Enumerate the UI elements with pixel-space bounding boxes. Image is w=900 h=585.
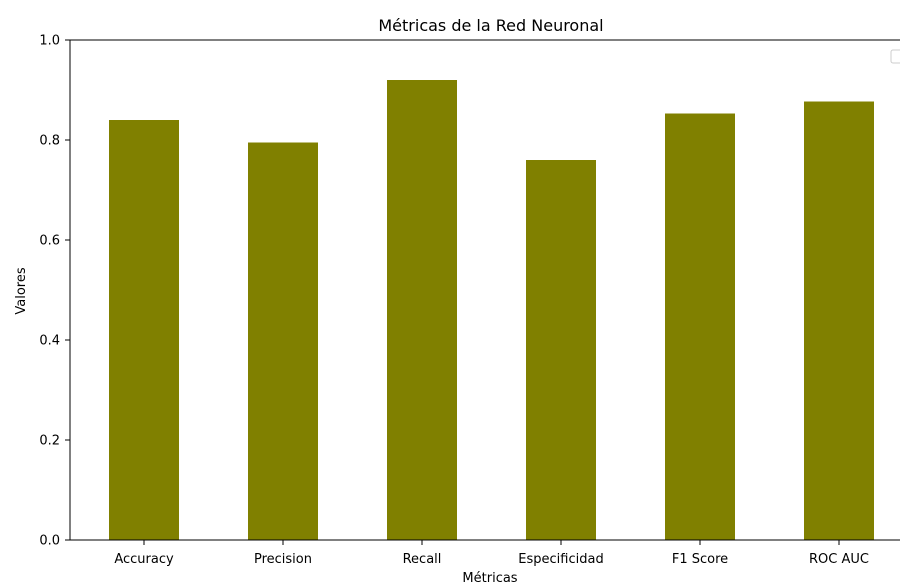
y-tick-label: 0.8 [39,134,60,149]
y-tick-label: 0.0 [39,534,60,549]
bar-f1-score [665,113,735,540]
y-tick-label: 1.0 [39,34,60,49]
bars [109,80,874,540]
y-tick-label: 0.4 [39,334,60,349]
bar-especificidad [526,160,596,540]
x-axis-label: Métricas [462,571,517,585]
legend-box [890,49,900,64]
bar-precision [248,142,318,540]
y-tick-label: 0.2 [39,434,60,449]
bar-accuracy [109,120,179,540]
x-tick-label: Precision [254,552,312,567]
y-tick-label: 0.6 [39,234,60,249]
x-tick-label: Recall [403,552,442,567]
x-tick-label: ROC AUC [809,552,869,567]
y-axis-label: Valores [14,267,29,314]
bar-recall [387,80,457,540]
x-tick-label: Especificidad [518,552,603,567]
bar-roc-auc [804,101,874,540]
x-tick-label: Accuracy [114,552,174,567]
x-tick-label: F1 Score [672,552,728,567]
x-axis-ticks: Accuracy Precision Recall Especificidad F1 S… [114,540,869,567]
y-axis-ticks: 0.0 0.2 0.4 0.6 0.8 1.0 [39,34,70,549]
chart-title: Métricas de la Red Neuronal [378,16,603,35]
